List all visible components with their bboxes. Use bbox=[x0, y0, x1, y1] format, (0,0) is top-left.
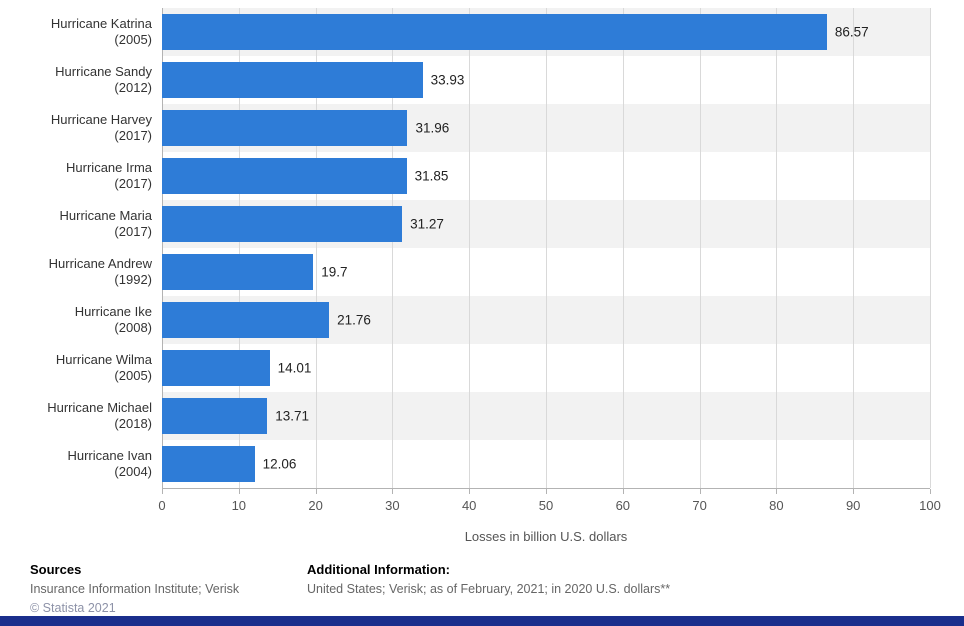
chart-rows: Hurricane Katrina (2005) 86.57 Hurricane Sa… bbox=[0, 8, 964, 488]
additional-info-text: United States; Verisk; as of February, 2… bbox=[307, 582, 671, 596]
x-tick-mark bbox=[392, 489, 394, 494]
chart-row: Hurricane Ivan (2004) 12.06 bbox=[0, 440, 964, 488]
chart-row: Hurricane Harvey (2017) 31.96 bbox=[0, 104, 964, 152]
value-label: 21.76 bbox=[337, 312, 371, 328]
statista-brand-bar bbox=[0, 616, 964, 626]
chart-row: Hurricane Irma (2017) 31.85 bbox=[0, 152, 964, 200]
category-label: Hurricane Wilma (2005) bbox=[55, 352, 152, 383]
chart-row: Hurricane Maria (2017) 31.27 bbox=[0, 200, 964, 248]
sources-block: Sources Insurance Information Institute;… bbox=[30, 562, 307, 616]
value-label: 33.93 bbox=[430, 72, 465, 88]
x-tick-mark bbox=[853, 489, 855, 494]
x-tick-label: 60 bbox=[615, 498, 631, 513]
x-tick-label: 50 bbox=[538, 498, 554, 513]
x-tick-mark bbox=[776, 489, 778, 494]
x-tick-mark bbox=[622, 489, 624, 494]
row-plot-area: 31.85 bbox=[162, 152, 930, 200]
bar bbox=[162, 254, 314, 290]
chart-row: Hurricane Wilma (2005) 14.01 bbox=[0, 344, 964, 392]
chart-row: Hurricane Sandy (2012) 33.93 bbox=[0, 56, 964, 104]
category-label: Hurricane Katrina (2005) bbox=[50, 16, 152, 47]
value-label: 14.01 bbox=[277, 360, 312, 376]
chart-row: Hurricane Katrina (2005) 86.57 bbox=[0, 8, 964, 56]
row-plot-area: 14.01 bbox=[162, 344, 930, 392]
x-tick-mark bbox=[699, 489, 701, 494]
x-tick-label: 90 bbox=[845, 498, 861, 513]
bar bbox=[162, 398, 268, 434]
value-label: 13.71 bbox=[275, 408, 310, 424]
category-label: Hurricane Ike (2008) bbox=[74, 304, 152, 335]
chart-row: Hurricane Ike (2008) 21.76 bbox=[0, 296, 964, 344]
bar bbox=[162, 14, 827, 50]
x-tick-label: 30 bbox=[385, 498, 400, 513]
value-label: 31.85 bbox=[414, 168, 449, 184]
category-label: Hurricane Michael (2018) bbox=[47, 400, 152, 431]
value-label: 31.96 bbox=[415, 120, 450, 136]
x-tick-label: 40 bbox=[461, 498, 477, 513]
row-plot-area: 21.76 bbox=[162, 296, 930, 344]
row-plot-area: 12.06 bbox=[162, 440, 930, 488]
value-label: 19.7 bbox=[321, 264, 348, 280]
category-label: Hurricane Sandy (2012) bbox=[55, 64, 152, 95]
additional-info-title: Additional Information: bbox=[307, 562, 450, 577]
category-label: Hurricane Maria (2017) bbox=[59, 208, 152, 239]
row-plot-area: 19.7 bbox=[162, 248, 930, 296]
bar bbox=[162, 62, 423, 98]
row-plot-area: 31.96 bbox=[162, 104, 930, 152]
chart-row: Hurricane Michael (2018) 13.71 bbox=[0, 392, 964, 440]
row-plot-area: 33.93 bbox=[162, 56, 930, 104]
sources-title: Sources bbox=[30, 562, 82, 577]
x-tick-mark bbox=[238, 489, 240, 494]
x-tick-label: 20 bbox=[308, 498, 323, 513]
bar bbox=[162, 302, 330, 338]
category-label: Hurricane Ivan (2004) bbox=[67, 448, 152, 479]
chart-row: Hurricane Andrew (1992) 19.7 bbox=[0, 248, 964, 296]
value-label: 12.06 bbox=[262, 456, 297, 472]
x-tick-label: 100 bbox=[919, 498, 941, 513]
bar bbox=[162, 350, 270, 386]
chart-footer: Sources Insurance Information Institute;… bbox=[30, 562, 944, 616]
value-label: 31.27 bbox=[410, 216, 444, 232]
category-label: Hurricane Andrew (1992) bbox=[48, 256, 152, 287]
x-tick-mark bbox=[546, 489, 547, 494]
bar bbox=[162, 158, 407, 194]
x-axis-label: Losses in billion U.S. dollars bbox=[464, 529, 628, 544]
category-label: Hurricane Harvey (2017) bbox=[50, 112, 152, 143]
additional-info-block: Additional Information: United States; V… bbox=[307, 562, 944, 616]
bar bbox=[162, 446, 255, 482]
row-plot-area: 13.71 bbox=[162, 392, 930, 440]
x-tick-mark bbox=[930, 489, 931, 494]
bar bbox=[162, 110, 408, 146]
x-tick-mark bbox=[162, 489, 163, 494]
x-tick-mark bbox=[469, 489, 471, 494]
x-tick-label: 80 bbox=[769, 498, 784, 513]
x-tick-label: 70 bbox=[692, 498, 707, 513]
row-plot-area: 86.57 bbox=[162, 8, 930, 56]
x-tick-label: 0 bbox=[158, 498, 166, 513]
category-label: Hurricane Irma (2017) bbox=[66, 160, 152, 191]
x-tick-mark bbox=[315, 489, 317, 494]
x-tick-label: 10 bbox=[231, 498, 247, 513]
bar bbox=[162, 206, 403, 242]
x-axis: 0 10 20 30 40 50 60 70 80 90 100 bbox=[158, 488, 941, 517]
value-label: 86.57 bbox=[834, 24, 869, 40]
row-plot-area: 31.27 bbox=[162, 200, 930, 248]
sources-text: Insurance Information Institute; Verisk bbox=[30, 582, 240, 596]
copyright-link[interactable]: © Statista 2021 bbox=[30, 601, 116, 615]
